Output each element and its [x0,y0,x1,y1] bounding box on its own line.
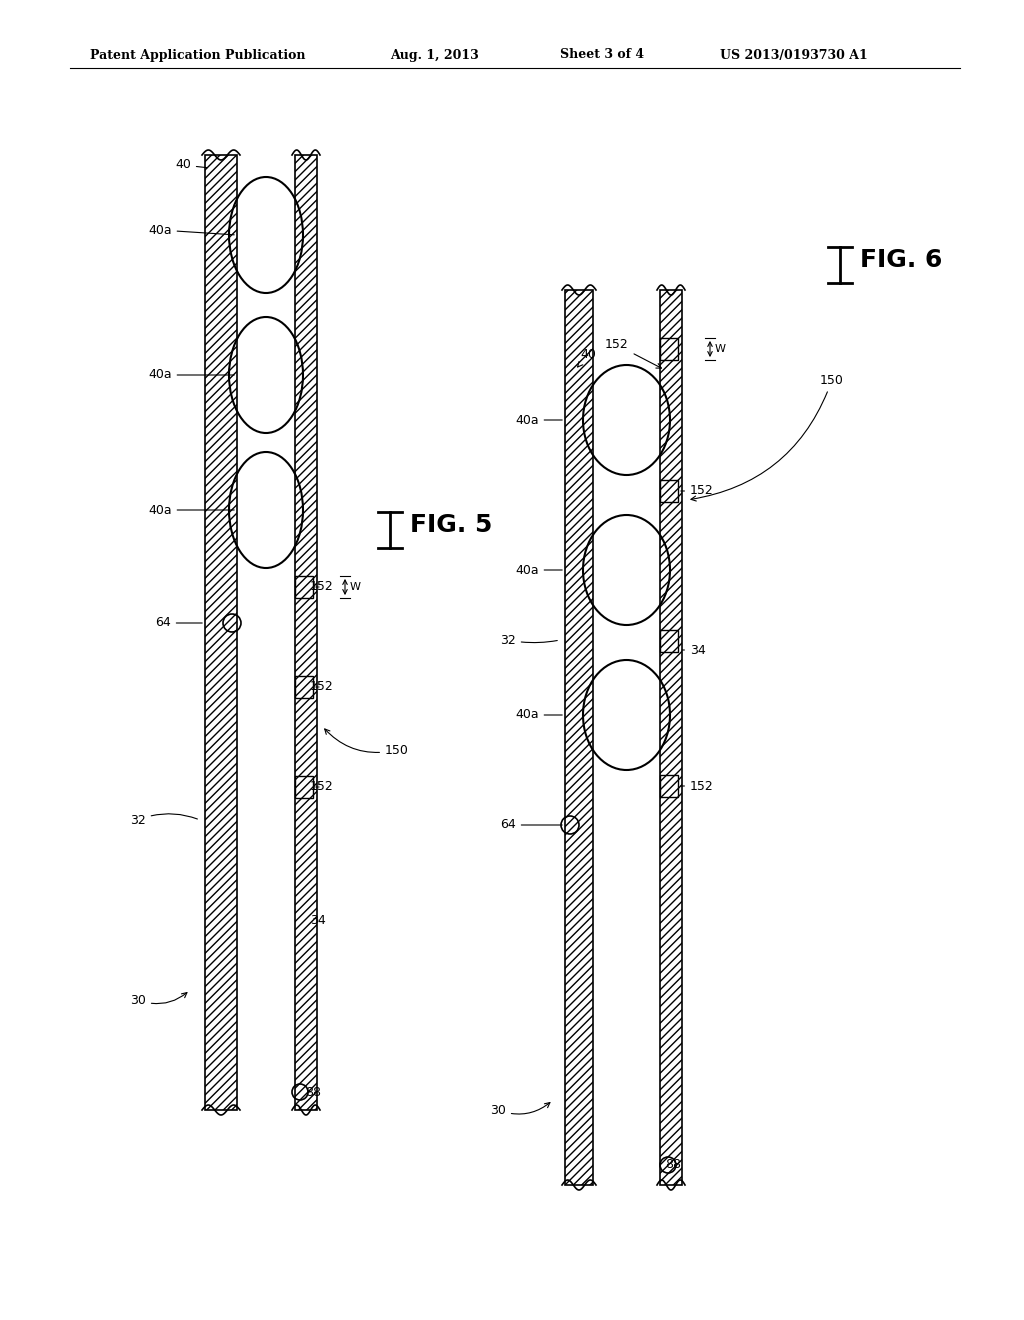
Bar [660,480,678,502]
Bar [295,154,317,1110]
Bar [295,776,313,799]
Text: 150: 150 [325,729,409,756]
Text: 40a: 40a [515,709,562,722]
Text: FIG. 5: FIG. 5 [410,513,493,537]
Text: 40a: 40a [148,503,234,516]
Text: 32: 32 [130,813,198,826]
Text: W: W [350,582,361,591]
Text: 40: 40 [175,158,207,172]
Text: 40a: 40a [515,564,562,577]
Text: 152: 152 [310,780,334,793]
Text: 88: 88 [305,1085,321,1098]
Bar [295,676,313,698]
Text: 152: 152 [310,581,334,594]
Text: 30: 30 [490,1102,550,1117]
Bar [205,154,237,1110]
Text: 40a: 40a [148,368,234,381]
Text: 64: 64 [155,616,202,630]
Bar [660,775,678,797]
Text: Sheet 3 of 4: Sheet 3 of 4 [560,49,644,62]
Text: Patent Application Publication: Patent Application Publication [90,49,305,62]
Text: 152: 152 [681,780,714,792]
Text: 152: 152 [681,484,714,498]
Text: US 2013/0193730 A1: US 2013/0193730 A1 [720,49,867,62]
Bar [660,630,678,652]
Bar [295,576,313,598]
Bar [565,290,593,1185]
Text: 34: 34 [310,913,326,927]
Text: 40a: 40a [148,223,234,236]
Bar [660,290,682,1185]
Text: 152: 152 [310,681,334,693]
Text: 32: 32 [500,634,557,647]
Text: 64: 64 [500,818,562,832]
Text: W: W [715,345,726,354]
Text: 88: 88 [665,1159,681,1172]
Text: 150: 150 [691,374,844,502]
Text: 34: 34 [682,644,706,656]
Text: 152: 152 [605,338,662,368]
Text: FIG. 6: FIG. 6 [860,248,942,272]
Text: 40a: 40a [515,413,562,426]
Text: 40: 40 [578,348,596,367]
Text: 30: 30 [130,993,187,1006]
Bar [660,338,678,360]
Text: Aug. 1, 2013: Aug. 1, 2013 [390,49,479,62]
